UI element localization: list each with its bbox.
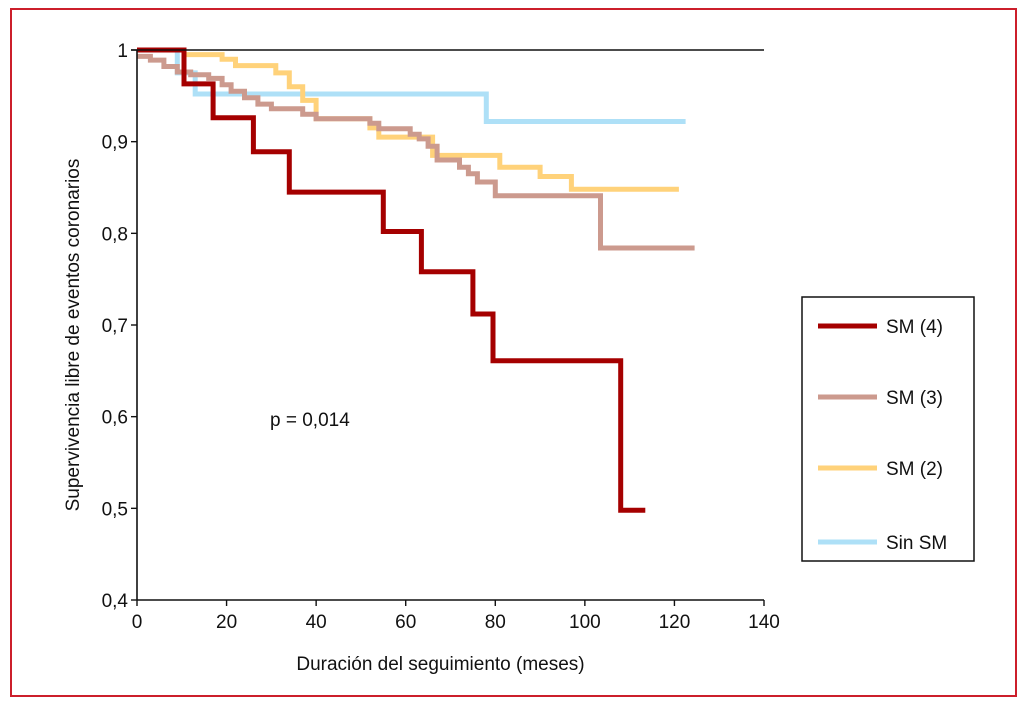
legend-item-sm-3: SM (3) (818, 388, 943, 409)
y-tick-label: 0,6 (102, 408, 128, 429)
x-tick-label: 40 (306, 612, 327, 633)
x-tick-label: 100 (569, 612, 601, 633)
y-tick-label: 1 (117, 41, 128, 62)
p-value-annotation: p = 0,014 (270, 410, 350, 431)
series-line-sm-4 (137, 47, 646, 513)
x-axis-label: Duración del seguimiento (meses) (296, 654, 584, 675)
x-tick-label: 140 (748, 612, 780, 633)
x-tick-label: 120 (659, 612, 691, 633)
legend-item-sm-2: SM (2) (818, 459, 943, 480)
legend-label: SM (3) (886, 388, 943, 409)
y-tick-label: 0,5 (102, 499, 128, 520)
series-line-sin-sm (137, 47, 686, 124)
legend-item-sin-sm: Sin SM (818, 533, 947, 554)
y-axis-label: Supervivencia libre de eventos coronario… (63, 159, 84, 512)
x-tick-label: 20 (216, 612, 237, 633)
x-tick-label: 80 (485, 612, 506, 633)
y-tick-label: 0,4 (102, 591, 129, 612)
legend-item-sm-4: SM (4) (818, 317, 943, 338)
legend-label: SM (4) (886, 317, 943, 338)
y-tick-label: 0,8 (102, 224, 128, 245)
figure-frame (10, 8, 1017, 697)
axes-layer: 0 20 40 60 80 100 120 140 0,4 0,5 0,6 0,7 0,8 0,9 1 (102, 41, 780, 633)
legend: SM (4) SM (3) SM (2) Sin SM (801, 296, 975, 562)
series-layer (137, 47, 695, 513)
y-tick-label: 0,7 (102, 316, 128, 337)
legend-label: Sin SM (886, 533, 947, 554)
legend-label: SM (2) (886, 459, 943, 480)
series-line-sm-3 (137, 53, 695, 251)
y-tick-label: 0,9 (102, 133, 128, 154)
legend-box (801, 296, 975, 562)
x-tick-label: 60 (395, 612, 416, 633)
x-tick-label: 0 (132, 612, 143, 633)
